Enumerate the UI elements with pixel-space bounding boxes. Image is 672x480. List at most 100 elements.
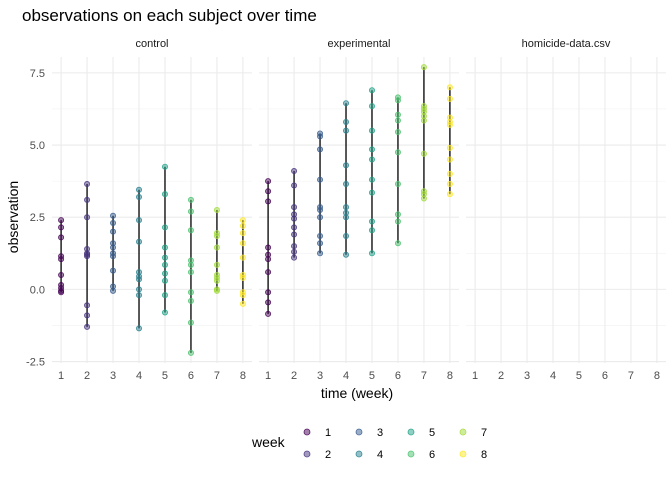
facet-panel-2: experimental 1 2 3 4 5 6 7 8 — [259, 38, 459, 382]
y-tick-label: 0.0 — [30, 284, 45, 296]
legend-label: 7 — [481, 427, 487, 439]
data-point — [420, 117, 427, 124]
data-point — [161, 254, 168, 261]
data-point — [161, 224, 168, 231]
data-point — [343, 251, 350, 258]
legend-label: 5 — [429, 427, 435, 439]
data-point — [136, 286, 143, 293]
data-point — [317, 176, 324, 183]
data-point — [161, 261, 168, 268]
x-tick-label: 2 — [84, 370, 90, 382]
legend-label: 4 — [377, 449, 383, 461]
chart-title: observations on each subject over time — [22, 6, 317, 25]
data-point — [265, 310, 272, 317]
data-point — [110, 212, 117, 219]
data-point — [84, 253, 91, 260]
data-point — [291, 243, 298, 250]
data-point — [368, 176, 375, 183]
facet-panel-3: homicide-data.csv 1 2 3 4 5 6 7 8 — [466, 38, 666, 382]
data-point — [265, 244, 272, 251]
data-point — [291, 215, 298, 222]
data-point — [446, 170, 453, 177]
data-point — [58, 256, 65, 263]
x-tick-label: 4 — [550, 370, 556, 382]
data-point — [317, 133, 324, 140]
data-point — [394, 181, 401, 188]
y-tick-label: 5.0 — [30, 140, 45, 152]
data-point — [291, 254, 298, 261]
legend-label: 3 — [377, 427, 383, 439]
data-point — [84, 196, 91, 203]
data-point — [394, 240, 401, 247]
data-point — [394, 218, 401, 225]
data-point — [161, 277, 168, 284]
data-point — [213, 287, 220, 294]
x-tick-label: 6 — [602, 370, 608, 382]
x-tick-label: 2 — [291, 370, 297, 382]
data-point — [446, 144, 453, 151]
data-point — [213, 261, 220, 268]
data-point — [110, 267, 117, 274]
data-point — [291, 168, 298, 175]
data-point — [317, 206, 324, 213]
x-tick-label: 2 — [498, 370, 504, 382]
data-point — [136, 238, 143, 245]
y-tick-label: -2.5 — [26, 357, 45, 369]
data-point — [187, 349, 194, 356]
legend-label: 2 — [325, 449, 331, 461]
x-tick-label: 7 — [628, 370, 634, 382]
x-tick-label: 4 — [136, 370, 142, 382]
data-point — [136, 194, 143, 201]
x-tick-label: 8 — [240, 370, 246, 382]
data-point — [265, 289, 272, 296]
data-point — [161, 191, 168, 198]
data-point — [239, 292, 246, 299]
legend-title: week — [251, 434, 286, 450]
data-point — [446, 181, 453, 188]
data-point — [136, 276, 143, 283]
data-point — [291, 248, 298, 255]
data-point — [368, 227, 375, 234]
x-tick-label: 6 — [395, 370, 401, 382]
data-point — [343, 118, 350, 125]
data-point — [187, 227, 194, 234]
data-point — [110, 287, 117, 294]
legend-key — [407, 428, 415, 436]
data-point — [187, 269, 194, 276]
data-point — [368, 218, 375, 225]
facet-label: experimental — [328, 38, 391, 50]
data-point — [368, 127, 375, 134]
data-point — [161, 163, 168, 170]
data-point — [394, 129, 401, 136]
data-point — [343, 162, 350, 169]
data-point — [343, 214, 350, 221]
data-point — [368, 146, 375, 153]
legend-label: 8 — [481, 449, 487, 461]
data-point — [213, 244, 220, 251]
data-point — [394, 111, 401, 118]
legend-key — [355, 450, 363, 458]
data-point — [317, 232, 324, 239]
data-point — [291, 224, 298, 231]
legend-label: 6 — [429, 449, 435, 461]
data-point — [368, 103, 375, 110]
legend-key — [407, 450, 415, 458]
x-tick-label: 1 — [58, 370, 64, 382]
data-point — [368, 87, 375, 94]
data-point — [343, 181, 350, 188]
data-point — [420, 195, 427, 202]
data-point — [291, 204, 298, 211]
data-point — [161, 292, 168, 299]
data-point — [265, 198, 272, 205]
data-point — [368, 156, 375, 163]
data-point — [317, 146, 324, 153]
legend-key — [303, 450, 311, 458]
data-point — [446, 84, 453, 91]
facet-panel-1: control 1 2 3 4 5 6 7 8 — [52, 38, 252, 382]
data-point — [110, 244, 117, 251]
data-point — [394, 97, 401, 104]
data-point — [84, 312, 91, 319]
y-tick-label: 7.5 — [30, 68, 45, 80]
data-point — [84, 181, 91, 188]
x-tick-label: 3 — [317, 370, 323, 382]
